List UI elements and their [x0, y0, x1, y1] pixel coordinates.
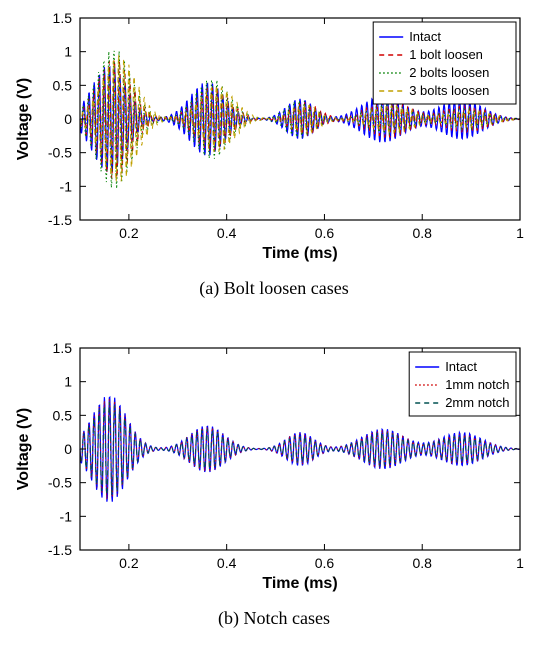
- legend-label: Intact: [445, 359, 477, 374]
- page: { "figure": { "width": 548, "height": 65…: [0, 0, 548, 655]
- ytick-label: 1.5: [53, 340, 73, 356]
- xtick-label: 1: [516, 225, 524, 241]
- ytick-label: 0: [64, 111, 72, 127]
- ytick-label: -1: [60, 178, 73, 194]
- ylabel: Voltage (V): [15, 408, 32, 490]
- xtick-label: 0.2: [119, 225, 139, 241]
- ylabel: Voltage (V): [15, 78, 32, 160]
- xtick-label: 0.8: [412, 555, 432, 571]
- panel-bolt-loosen: 0.2 0.4 0.6 0.8 1 -1.5 -1 -0.5 0 0.5 1 1.5 Time (ms)…: [0, 0, 548, 300]
- chart-notch: 0.2 0.4 0.6 0.8 1 -1.5 -1 -0.5 0 0.5 1 1.5 Time (ms)…: [0, 330, 548, 600]
- ytick-label: -1.5: [48, 542, 72, 558]
- ytick-label: -0.5: [48, 145, 72, 161]
- caption-a-text: (a) Bolt loosen cases: [199, 278, 348, 298]
- chart-bolt-loosen: 0.2 0.4 0.6 0.8 1 -1.5 -1 -0.5 0 0.5 1 1.5 Time (ms)…: [0, 0, 548, 270]
- caption-b-text: (b) Notch cases: [218, 608, 330, 628]
- xlabel: Time (ms): [262, 245, 337, 262]
- legend-label: Intact: [409, 29, 441, 44]
- legend-label: 3 bolts loosen: [409, 83, 489, 98]
- xtick-label: 0.8: [412, 225, 432, 241]
- xtick-label: 0.6: [315, 555, 335, 571]
- ytick-label: 1.5: [53, 10, 73, 26]
- ytick-label: -1.5: [48, 212, 72, 228]
- ytick-label: 0: [64, 441, 72, 457]
- panel-notch: 0.2 0.4 0.6 0.8 1 -1.5 -1 -0.5 0 0.5 1 1.5 Time (ms)…: [0, 330, 548, 630]
- legend-label: 2 bolts loosen: [409, 65, 489, 80]
- caption-b: (b) Notch cases: [0, 608, 548, 629]
- ytick-label: 1: [64, 374, 72, 390]
- ytick-label: 0.5: [53, 77, 73, 93]
- xtick-label: 0.4: [217, 225, 237, 241]
- ytick-label: 0.5: [53, 407, 73, 423]
- legend-label: 2mm notch: [445, 395, 509, 410]
- ytick-label: -1: [60, 508, 73, 524]
- xlabel: Time (ms): [262, 575, 337, 592]
- legend-label: 1mm notch: [445, 377, 509, 392]
- xtick-label: 0.2: [119, 555, 139, 571]
- xtick-label: 0.4: [217, 555, 237, 571]
- xtick-label: 1: [516, 555, 524, 571]
- caption-a: (a) Bolt loosen cases: [0, 278, 548, 299]
- ytick-label: 1: [64, 44, 72, 60]
- legend-label: 1 bolt loosen: [409, 47, 483, 62]
- ytick-label: -0.5: [48, 475, 72, 491]
- xtick-label: 0.6: [315, 225, 335, 241]
